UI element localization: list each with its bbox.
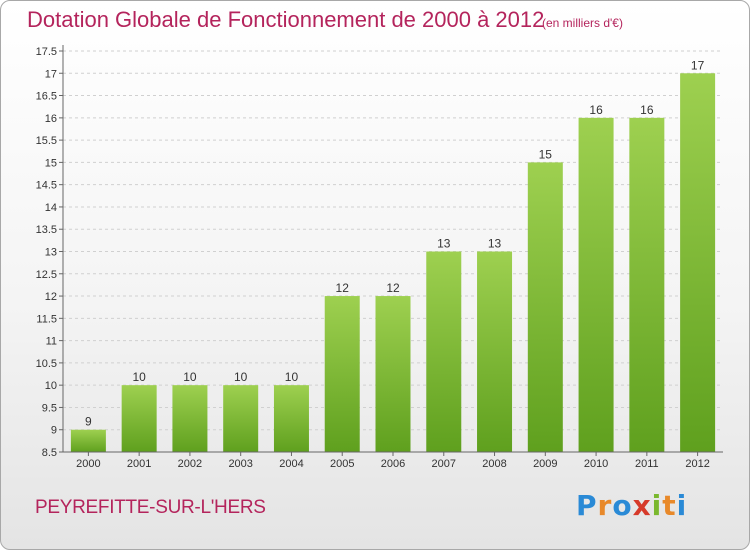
logo-letter: r [597, 489, 613, 522]
x-tick-label: 2001 [127, 458, 151, 470]
y-tick-label: 8.5 [42, 447, 57, 459]
y-tick-label: 12.5 [36, 269, 57, 281]
bar-value-label: 10 [234, 370, 248, 384]
y-tick-label: 13.5 [36, 224, 57, 236]
y-tick-label: 11.5 [36, 313, 57, 325]
bar [426, 251, 462, 452]
bar [527, 162, 563, 452]
y-tick-label: 16.5 [36, 91, 57, 103]
bar [629, 117, 665, 452]
y-tick-label: 17 [45, 68, 57, 80]
logo-letter: i [651, 489, 663, 522]
y-tick-label: 16 [45, 113, 57, 125]
y-tick-label: 9 [51, 425, 57, 437]
bar [324, 296, 360, 452]
x-tick-label: 2002 [178, 458, 202, 470]
bars [70, 73, 716, 453]
logo-letter: t [662, 489, 677, 522]
logo-letter: i [676, 489, 688, 522]
proxiti-logo: Proxiti [576, 489, 687, 522]
y-tick-label: 9.5 [42, 402, 57, 414]
bar-value-label: 16 [640, 103, 654, 117]
y-tick-label: 14 [45, 202, 57, 214]
bar-value-label: 10 [285, 370, 299, 384]
bar-value-label: 17 [691, 58, 705, 72]
logo-letter: x [632, 489, 652, 522]
bar [172, 385, 208, 452]
y-tick-label: 13 [45, 247, 57, 259]
labels: 8.5 9 9.5 10 10.5 11 11.5 12 12.5 13 13.5 14 14.5 15 1… [36, 46, 710, 470]
bar [477, 251, 513, 452]
y-tick-label: 11 [46, 336, 57, 348]
y-tick-label: 10 [45, 380, 57, 392]
bar [375, 296, 411, 452]
bar-value-label: 10 [183, 370, 197, 384]
bar-value-label: 9 [85, 415, 92, 429]
x-tick-label: 2008 [482, 458, 506, 470]
x-tick-label: 2007 [432, 458, 456, 470]
bar-value-label: 13 [437, 237, 451, 251]
y-tick-label: 14.5 [36, 180, 57, 192]
y-tick-label: 17.5 [36, 46, 57, 58]
bar-value-label: 12 [336, 281, 350, 295]
chart-title: Dotation Globale de Fonctionnement de 20… [27, 7, 545, 32]
y-tick-label: 15.5 [36, 135, 57, 147]
y-tick-label: 15 [45, 157, 57, 169]
x-tick-label: 2005 [330, 458, 354, 470]
bar-value-label: 12 [386, 281, 400, 295]
place-name: PEYREFITTE-SUR-L'HERS [35, 497, 266, 518]
x-tick-label: 2012 [685, 458, 709, 470]
bar [70, 429, 106, 452]
x-tick-label: 2009 [533, 458, 557, 470]
x-tick-label: 2011 [635, 458, 659, 470]
chart-subtitle: (en milliers d'€) [542, 16, 623, 30]
bar [273, 385, 309, 452]
y-tick-label: 10.5 [36, 358, 57, 370]
logo-letter: P [576, 489, 598, 522]
axes [59, 45, 723, 456]
logo-letter: o [612, 489, 633, 522]
bar-value-label: 13 [488, 237, 502, 251]
bar [578, 117, 614, 452]
y-tick-label: 12 [45, 291, 57, 303]
x-tick-label: 2004 [279, 458, 303, 470]
x-tick-label: 2010 [584, 458, 608, 470]
bar [223, 385, 259, 452]
bar-value-label: 16 [589, 103, 603, 117]
bar-value-label: 10 [132, 370, 146, 384]
x-tick-label: 2003 [228, 458, 252, 470]
bar [680, 73, 716, 453]
bar [121, 385, 157, 452]
x-tick-label: 2006 [381, 458, 405, 470]
bar-value-label: 15 [539, 147, 553, 161]
x-tick-label: 2000 [76, 458, 100, 470]
